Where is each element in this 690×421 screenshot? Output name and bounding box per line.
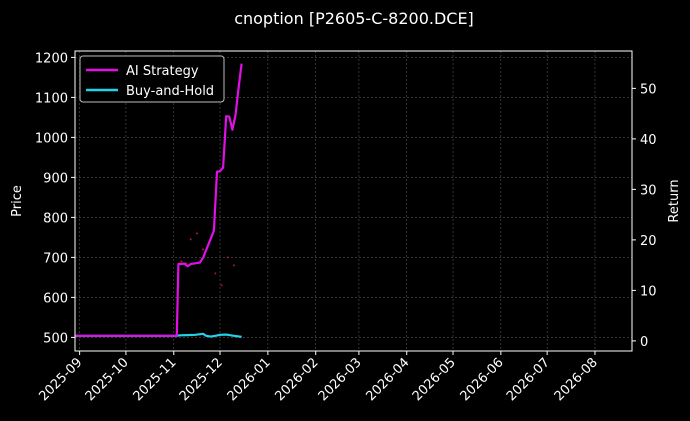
y-left-tick-label: 700 [43, 251, 68, 266]
trade-marker [214, 272, 217, 275]
chart-title: cnoption [P2605-C-8200.DCE] [234, 9, 474, 28]
trade-marker [202, 248, 205, 251]
trade-marker [226, 256, 229, 259]
y-right-tick-label: 20 [640, 234, 657, 249]
y-left-tick-label: 800 [43, 211, 68, 226]
trade-marker [180, 260, 183, 263]
y-axis-right-title: Return [667, 179, 682, 222]
legend-label-buy-and-hold: Buy-and-Hold [126, 84, 214, 99]
y-right-tick-label: 50 [640, 82, 657, 97]
trade-marker [232, 264, 235, 267]
y-right-tick-label: 30 [640, 183, 657, 198]
trade-marker [195, 232, 198, 235]
y-right-tick-label: 0 [640, 335, 648, 350]
y-right-tick-label: 40 [640, 133, 657, 148]
y-left-tick-label: 1100 [35, 91, 68, 106]
legend-label-ai-strategy: AI Strategy [126, 64, 199, 79]
y-left-tick-label: 1000 [35, 131, 68, 146]
legend: AI Strategy Buy-and-Hold [79, 55, 225, 103]
trade-marker [220, 284, 223, 287]
y-left-tick-label: 500 [43, 331, 68, 346]
trade-marker [189, 238, 192, 241]
y-right-tick-label: 10 [640, 284, 657, 299]
series-line-ai-strategy [75, 63, 243, 337]
y-left-tick-label: 1200 [35, 51, 68, 66]
y-left-tick-label: 600 [43, 291, 68, 306]
plot-frame [74, 50, 633, 352]
y-axis-left-title: Price [10, 185, 25, 217]
plot-marks [75, 63, 243, 338]
y-left-tick-label: 900 [43, 171, 68, 186]
